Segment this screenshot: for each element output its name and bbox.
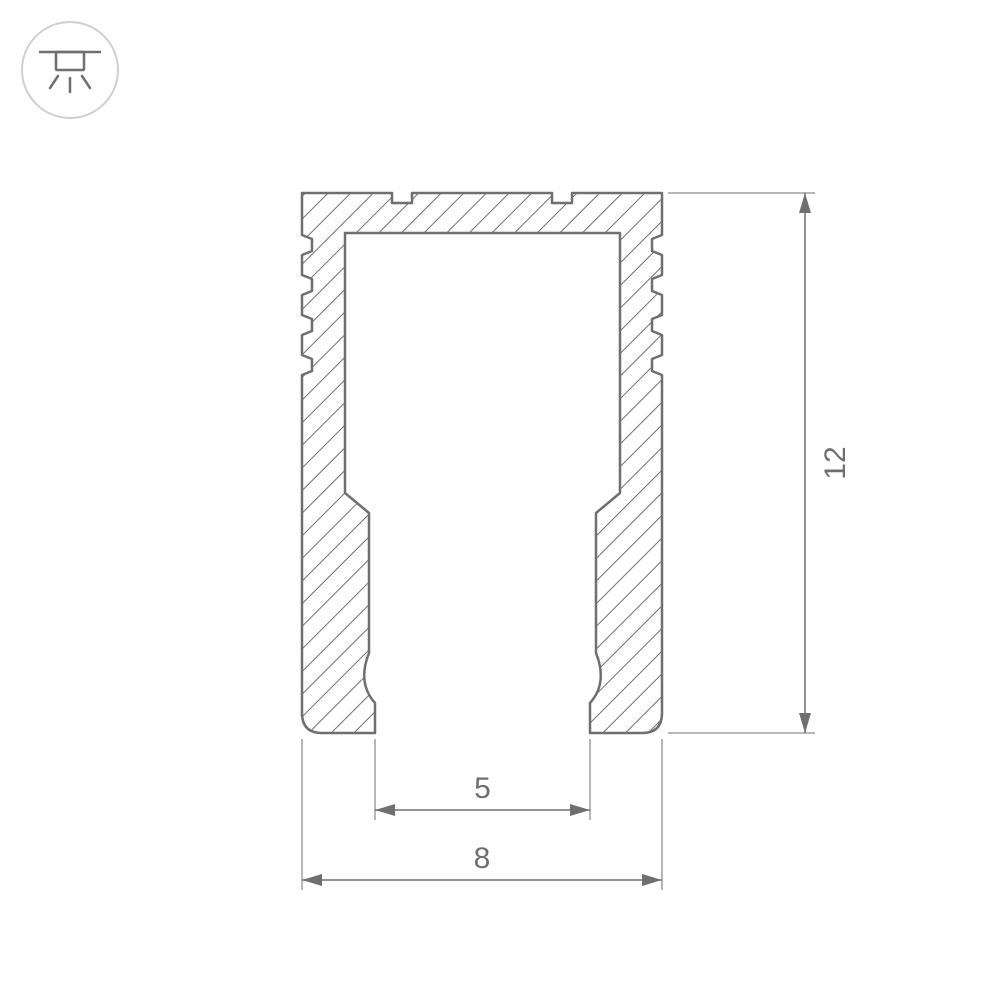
technical-drawing: 12 5 8	[0, 0, 1000, 1000]
dimension-annotations: 12 5 8	[302, 193, 852, 890]
profile-cross-section	[0, 0, 1000, 1000]
downlight-icon	[22, 22, 118, 118]
dimension-height: 12	[819, 446, 852, 479]
dimension-overall-width: 8	[474, 842, 491, 875]
dimension-slot-width: 5	[474, 772, 491, 805]
